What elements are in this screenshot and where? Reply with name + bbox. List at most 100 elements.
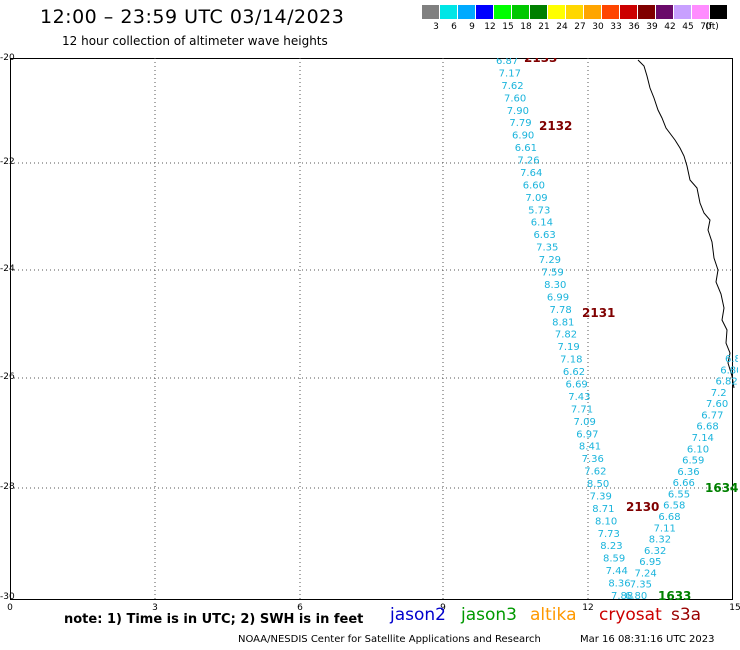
wave-height-value: 7.09 bbox=[525, 193, 547, 204]
legend-swatch bbox=[494, 5, 511, 19]
wave-height-value: 6.58 bbox=[663, 501, 685, 512]
wave-height-value: 6.66 bbox=[673, 478, 695, 489]
pass-label: 2130 bbox=[626, 500, 659, 514]
legend-swatch bbox=[584, 5, 601, 19]
longitude-tick: 3 bbox=[152, 603, 158, 613]
latitude-tick: -30 bbox=[0, 592, 15, 602]
longitude-tick: 9 bbox=[440, 603, 446, 613]
legend-swatch bbox=[638, 5, 655, 19]
legend-label: 42 bbox=[664, 22, 676, 32]
legend-swatch bbox=[458, 5, 475, 19]
wave-height-value: 6.61 bbox=[515, 143, 537, 154]
wave-height-value: 7.39 bbox=[590, 491, 612, 502]
legend-swatch bbox=[512, 5, 529, 19]
wave-height-value: 6.77 bbox=[701, 410, 723, 421]
wave-height-value: 6.59 bbox=[682, 456, 704, 467]
legend-label: 24 bbox=[556, 22, 568, 32]
pass-label: 1633 bbox=[658, 589, 691, 602]
credit-text: NOAA/NESDIS Center for Satellite Applica… bbox=[238, 634, 541, 645]
legend-label: 12 bbox=[484, 22, 496, 32]
legend-label: 9 bbox=[469, 22, 475, 32]
wave-height-value: 8.59 bbox=[603, 554, 625, 565]
wave-height-value: 7.44 bbox=[606, 566, 628, 577]
wave-height-value: 6.36 bbox=[677, 467, 699, 478]
wave-height-value: 7.64 bbox=[520, 168, 542, 179]
legend-swatch bbox=[692, 5, 709, 19]
wave-height-value: 7.79 bbox=[509, 118, 531, 129]
legend-swatch bbox=[530, 5, 547, 19]
units-note: note: 1) Time is in UTC; 2) SWH is in fe… bbox=[64, 612, 364, 627]
legend-swatch bbox=[422, 5, 439, 19]
wave-height-value: 7.26 bbox=[517, 156, 539, 167]
wave-height-value: 6.99 bbox=[547, 292, 569, 303]
wave-height-value: 7.88 bbox=[611, 591, 633, 602]
longitude-tick: 12 bbox=[582, 603, 594, 613]
legend-label: 45 bbox=[682, 22, 694, 32]
wave-height-value: 6.80 bbox=[720, 365, 738, 376]
legend-label: 21 bbox=[538, 22, 550, 32]
legend-swatch bbox=[674, 5, 691, 19]
wave-height-value: 8.50 bbox=[587, 479, 609, 490]
legend-swatch bbox=[620, 5, 637, 19]
pass-label: 1634 bbox=[705, 481, 738, 495]
wave-height-value: 7.62 bbox=[501, 81, 523, 92]
wave-height-value: 6.63 bbox=[533, 230, 555, 241]
wave-height-value: 8.71 bbox=[592, 504, 614, 515]
wave-height-value: 7.71 bbox=[571, 404, 593, 415]
wave-height-value: 5.73 bbox=[528, 205, 550, 216]
altimeter-map: 6.877.177.627.607.907.796.906.617.267.64… bbox=[10, 58, 738, 602]
legend-swatch bbox=[656, 5, 673, 19]
pass-label: 2132 bbox=[539, 119, 572, 133]
legend-label: 3 bbox=[433, 22, 439, 32]
legend-label: 15 bbox=[502, 22, 514, 32]
satellite-name: s3a bbox=[671, 605, 702, 625]
wave-height-value: 8.36 bbox=[608, 579, 630, 590]
legend-swatch bbox=[476, 5, 493, 19]
wave-height-value: 7.11 bbox=[654, 523, 676, 534]
map-title: 12:00 – 23:59 UTC 03/14/2023 bbox=[40, 6, 345, 28]
satellite-name: jason2 bbox=[390, 605, 446, 625]
legend-swatch bbox=[548, 5, 565, 19]
wave-height-value: 7.35 bbox=[630, 580, 652, 591]
longitude-tick: 0 bbox=[7, 603, 13, 613]
legend-label: 39 bbox=[646, 22, 658, 32]
legend-label: 6 bbox=[451, 22, 457, 32]
wave-height-value: 6.14 bbox=[531, 218, 553, 229]
wave-height-value: 7.90 bbox=[507, 106, 529, 117]
wave-height-value: 8.10 bbox=[595, 516, 617, 527]
legend-label: 70 bbox=[700, 22, 712, 32]
wave-height-value: 6.97 bbox=[576, 429, 598, 440]
wave-height-labels: 6.877.177.627.607.907.796.906.617.267.64… bbox=[496, 58, 738, 602]
wave-height-value: 7.82 bbox=[555, 330, 577, 341]
wave-height-value: 6.55 bbox=[668, 489, 690, 500]
wave-height-value: 7.09 bbox=[574, 417, 596, 428]
satellite-name: altika bbox=[530, 605, 577, 625]
wave-height-value: 6.8 bbox=[725, 354, 738, 365]
legend-label: 36 bbox=[628, 22, 640, 32]
wave-height-value: 7.29 bbox=[539, 255, 561, 266]
wave-height-value: 6.87 bbox=[496, 58, 518, 67]
wave-height-value: 6.68 bbox=[696, 422, 718, 433]
wave-height-value: 6.62 bbox=[563, 367, 585, 378]
wave-height-value: 7.60 bbox=[504, 93, 526, 104]
wave-height-value: 7.18 bbox=[560, 355, 582, 366]
map-subtitle: 12 hour collection of altimeter wave hei… bbox=[62, 34, 328, 48]
wave-height-value: 7.78 bbox=[549, 305, 571, 316]
wave-height-value: 6.68 bbox=[658, 512, 680, 523]
legend-label: 18 bbox=[520, 22, 532, 32]
latitude-tick: -28 bbox=[0, 482, 15, 492]
wave-height-value: 8.41 bbox=[579, 442, 601, 453]
wave-height-value: 6.10 bbox=[687, 444, 709, 455]
wave-height-value: 6.60 bbox=[523, 180, 545, 191]
wave-height-value: 8.30 bbox=[544, 280, 566, 291]
wave-height-value: 8.32 bbox=[649, 535, 671, 546]
wave-height-value: 6.95 bbox=[639, 557, 661, 568]
legend-swatch bbox=[602, 5, 619, 19]
wave-height-value: 7.43 bbox=[568, 392, 590, 403]
wave-height-value: 7.59 bbox=[541, 268, 563, 279]
pass-label: 2131 bbox=[582, 306, 615, 320]
latitude-tick: -24 bbox=[0, 264, 15, 274]
wave-height-value: 6.90 bbox=[512, 131, 534, 142]
legend-label: 27 bbox=[574, 22, 586, 32]
satellite-name: cryosat bbox=[599, 605, 662, 625]
